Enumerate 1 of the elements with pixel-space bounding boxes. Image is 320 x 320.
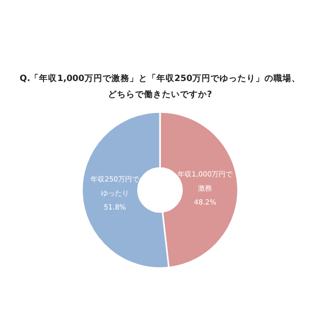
chart-title: Q.「年収1,000万円で激務」と「年収250万円でゆったり」の職場、どちらで働きたいですか? (20, 73, 300, 100)
